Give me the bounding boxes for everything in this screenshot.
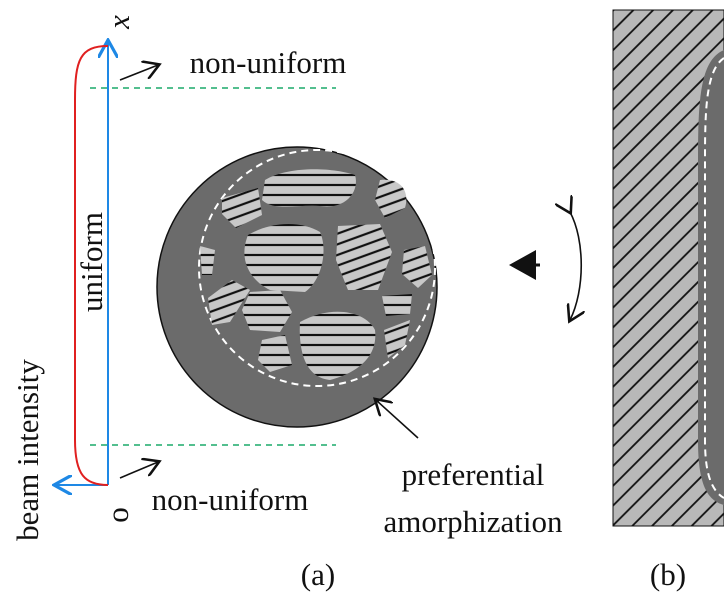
region-label: non-uniform — [152, 482, 309, 517]
pointer-arrow — [120, 65, 158, 80]
grain — [382, 294, 412, 316]
axis-label: o — [100, 507, 135, 523]
region-label: non-uniform — [190, 45, 347, 80]
rotation-arrow — [570, 212, 581, 320]
region-label: uniform — [74, 212, 109, 312]
amorphous-region — [698, 50, 724, 505]
axis-title: beam intensity — [10, 359, 45, 541]
axis-label: x — [101, 15, 136, 30]
diagram: x non-uniform uniform beam intensity o n… — [0, 0, 724, 599]
panel-b — [613, 10, 724, 526]
panel-label: (a) — [301, 557, 335, 592]
panel-label: (b) — [650, 557, 686, 592]
pointer-arrow — [376, 400, 418, 438]
annotation: amorphization — [383, 504, 563, 539]
annotation: preferential — [402, 457, 545, 492]
particle — [157, 147, 437, 438]
pointer-arrow — [120, 462, 158, 478]
